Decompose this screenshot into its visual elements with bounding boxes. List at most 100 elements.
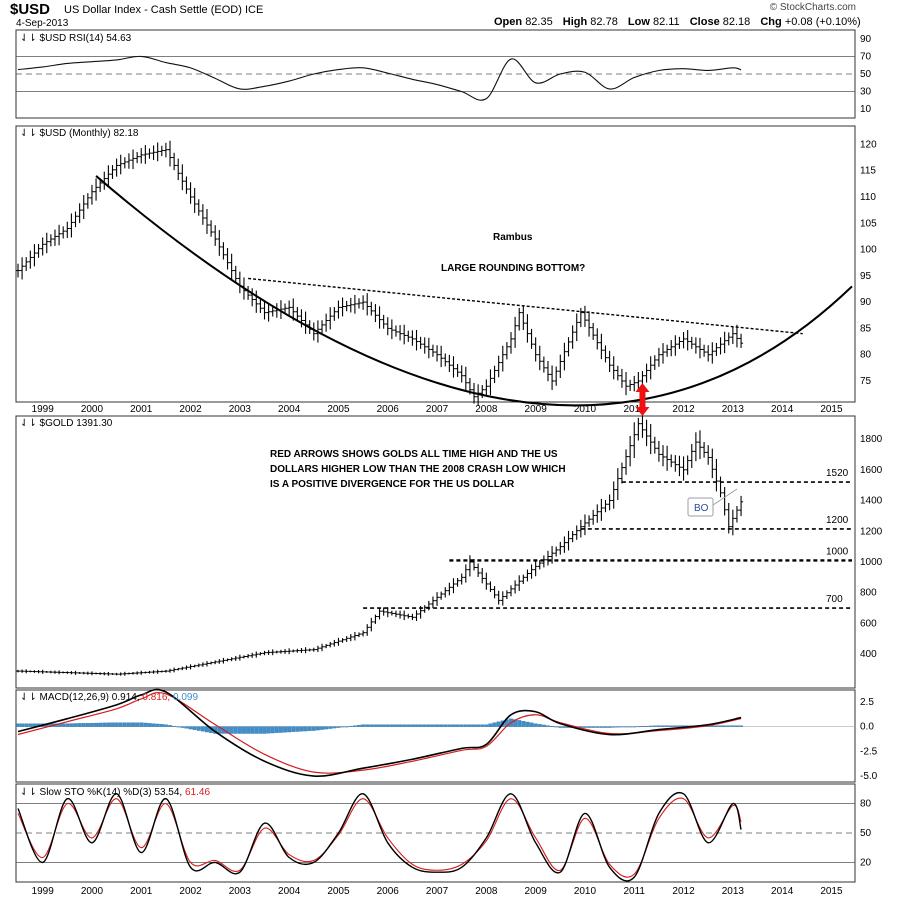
macd-histogram-bar bbox=[484, 724, 489, 727]
macd-histogram-bar bbox=[529, 722, 534, 727]
gold-y-tick: 1400 bbox=[860, 496, 883, 507]
gold-legend: ⇃⇂ $GOLD 1391.30 bbox=[20, 418, 113, 429]
macd-histogram-bar bbox=[315, 726, 320, 731]
macd-histogram-bar bbox=[98, 722, 103, 727]
macd-histogram-bar bbox=[69, 723, 74, 727]
macd-histogram-bar bbox=[307, 726, 312, 731]
macd-histogram-bar bbox=[389, 724, 394, 727]
macd-histogram-bar bbox=[172, 725, 177, 727]
macd-histogram-bar bbox=[410, 724, 415, 727]
gold-y-tick: 1600 bbox=[860, 465, 883, 476]
rsi-y-tick: 50 bbox=[860, 69, 872, 80]
macd-histogram-bar bbox=[163, 724, 168, 727]
macd-histogram-bar bbox=[77, 723, 82, 727]
x-tick-label: 2009 bbox=[525, 404, 548, 415]
macd-histogram-bar bbox=[439, 724, 444, 727]
macd-histogram-bar bbox=[632, 726, 637, 728]
macd-histogram-bar bbox=[611, 726, 616, 728]
sto-d-line bbox=[17, 797, 742, 878]
x-tick-label: 2001 bbox=[130, 404, 153, 415]
macd-histogram-bar bbox=[266, 726, 271, 734]
macd-histogram-bar bbox=[656, 725, 661, 727]
macd-histogram-bar bbox=[274, 726, 279, 733]
gold-level-label: 1000 bbox=[826, 546, 849, 557]
x-tick-label: 2001 bbox=[130, 886, 153, 897]
gold-level-label: 700 bbox=[826, 594, 843, 605]
x-tick-label: 2007 bbox=[426, 886, 449, 897]
macd-histogram-bar bbox=[377, 724, 382, 727]
macd-histogram-bar bbox=[106, 722, 111, 727]
macd-legend-value: 0.816, bbox=[142, 692, 173, 703]
macd-histogram-bar bbox=[381, 724, 386, 727]
macd-histogram-bar bbox=[373, 724, 378, 727]
macd-histogram-bar bbox=[94, 722, 99, 727]
macd-y-tick: 2.5 bbox=[860, 697, 874, 708]
macd-histogram-bar bbox=[102, 722, 107, 727]
macd-histogram-bar bbox=[131, 722, 135, 727]
macd-histogram-bar bbox=[242, 726, 246, 734]
macd-histogram-bar bbox=[455, 724, 460, 727]
macd-histogram-bar bbox=[435, 724, 439, 727]
macd-histogram-bar bbox=[147, 723, 152, 727]
macd-histogram-bar bbox=[447, 724, 452, 727]
macd-legend: ⇃⇂ MACD(12,26,9) 0.914, 0.816, 0.099 bbox=[20, 692, 198, 703]
x-tick-label: 2011 bbox=[623, 404, 645, 415]
macd-histogram-bar bbox=[357, 724, 361, 727]
macd-histogram-bar bbox=[352, 725, 357, 727]
macd-histogram-bar bbox=[463, 724, 468, 727]
usd-y-tick: 85 bbox=[860, 323, 872, 334]
macd-histogram-bar bbox=[192, 726, 197, 730]
macd-panel bbox=[15, 689, 856, 783]
x-tick-label: 2015 bbox=[820, 886, 843, 897]
annotation-rounding-bottom: LARGE ROUNDING BOTTOM? bbox=[441, 263, 585, 274]
macd-histogram-bar bbox=[603, 726, 608, 728]
x-tick-label: 2003 bbox=[229, 886, 252, 897]
macd-histogram-bar bbox=[640, 726, 645, 727]
macd-histogram-bar bbox=[677, 725, 682, 727]
macd-histogram-bar bbox=[81, 723, 86, 727]
macd-histogram-bar bbox=[126, 722, 131, 727]
macd-histogram-bar bbox=[139, 722, 144, 727]
x-tick-label: 2006 bbox=[377, 404, 400, 415]
macd-histogram-bar bbox=[73, 723, 78, 727]
macd-histogram-bar bbox=[669, 725, 674, 727]
sto-legend: ⇃⇂ Slow STO %K(14) %D(3) 53.54, 61.46 bbox=[20, 787, 210, 798]
open-value: 82.35 bbox=[525, 16, 553, 28]
x-tick-label: 2003 bbox=[229, 404, 252, 415]
macd-histogram-bar bbox=[644, 725, 649, 727]
macd-histogram-bar bbox=[159, 724, 164, 727]
macd-histogram-bar bbox=[722, 725, 727, 727]
macd-histogram-bar bbox=[451, 724, 456, 727]
rsi-y-tick: 10 bbox=[860, 104, 872, 115]
x-tick-label: 2005 bbox=[327, 404, 350, 415]
macd-histogram-bar bbox=[254, 726, 259, 734]
chart-date: 4-Sep-2013 bbox=[16, 18, 69, 29]
red-arrow-shaft bbox=[639, 391, 646, 408]
x-tick-label: 2000 bbox=[81, 404, 104, 415]
macd-histogram-bar bbox=[28, 723, 33, 727]
chg-value: +0.08 (+0.10%) bbox=[784, 16, 861, 28]
sto-legend-value: 53.54, bbox=[154, 787, 185, 798]
x-tick-label: 2002 bbox=[179, 404, 202, 415]
x-tick-label: 2000 bbox=[81, 886, 104, 897]
x-tick-label: 2012 bbox=[672, 886, 695, 897]
x-tick-label: 2008 bbox=[475, 404, 498, 415]
gold-y-tick: 600 bbox=[860, 618, 877, 629]
macd-histogram-bar bbox=[521, 721, 526, 727]
macd-histogram-bar bbox=[735, 725, 739, 727]
chg-label: Chg bbox=[760, 16, 782, 28]
gold-y-tick: 400 bbox=[860, 649, 877, 660]
x-tick-label: 1999 bbox=[32, 404, 55, 415]
macd-histogram-bar bbox=[311, 726, 316, 731]
x-tick-label: 2014 bbox=[771, 404, 794, 415]
macd-histogram-bar bbox=[443, 724, 448, 727]
macd-histogram-bar bbox=[246, 726, 251, 734]
rsi-legend: ⇃⇂ $USD RSI(14) 54.63 bbox=[20, 33, 132, 44]
macd-histogram-bar bbox=[65, 723, 70, 727]
macd-histogram-bar bbox=[661, 725, 665, 727]
macd-histogram-bar bbox=[320, 726, 324, 730]
exchange-text: ICE bbox=[244, 4, 264, 16]
macd-y-tick: -2.5 bbox=[860, 746, 878, 757]
macd-histogram-bar bbox=[710, 725, 715, 727]
